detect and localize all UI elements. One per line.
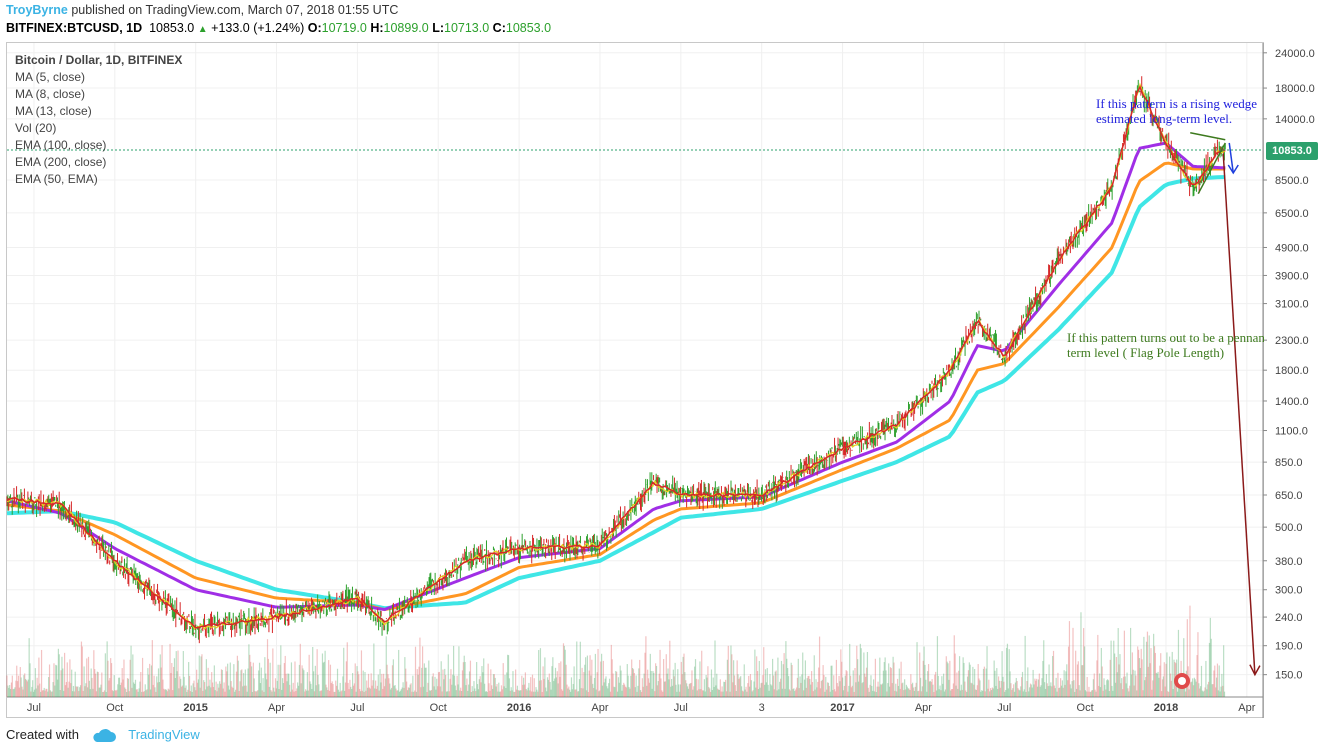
x-tick-label: Apr [268,702,285,714]
legend-item-ma8[interactable]: MA (8, close) [15,87,86,101]
cloud-icon [92,728,116,742]
y-tick-label: 500.0 [1275,522,1303,534]
change-value: +133.0 (+1.24%) [211,21,305,35]
y-tick-label: 650.0 [1275,490,1303,502]
x-tick-label: 2016 [507,702,531,714]
x-tick-label: Oct [430,702,447,714]
x-tick-label: 2017 [830,702,854,714]
pennant-target-arrow [1222,154,1256,675]
legend-title: Bitcoin / Dollar, 1D, BITFINEX [15,53,183,67]
published-text: published on TradingView.com, March 07, … [71,3,399,17]
legend-item-ma5[interactable]: MA (5, close) [15,70,86,84]
y-tick-label: 300.0 [1275,585,1303,597]
created-with-label: Created with [6,727,79,742]
x-tick-label: 3 [759,702,765,714]
y-tick-label: 4900.0 [1275,242,1309,254]
arrow-head-icon [1227,164,1239,175]
y-tick-label: 1400.0 [1275,396,1309,408]
x-tick-label: Oct [1077,702,1094,714]
indicator-legend: Bitcoin / Dollar, 1D, BITFINEX MA (5, cl… [15,52,182,188]
arrow-head-icon [1249,664,1261,677]
annotation-line: If this pattern is a rising wedge [1096,96,1258,111]
x-tick-label: Oct [106,702,123,714]
pennant-annotation[interactable]: If this pattern turns out to be a pennan… [1067,330,1264,360]
annotation-line: If this pattern turns out to be a pennan… [1067,330,1264,345]
y-tick-label: 6500.0 [1275,208,1309,220]
legend-item-ma13[interactable]: MA (13, close) [15,104,92,118]
y-tick-label: 380.0 [1275,556,1303,568]
ohlc-line: BITFINEX:BTCUSD, 1D 10853.0 ▲ +133.0 (+1… [6,21,551,35]
legend-item-ema200[interactable]: EMA (200, close) [15,155,107,169]
tradingview-link[interactable]: TradingView [128,727,200,742]
y-tick-label: 240.0 [1275,612,1303,624]
close-label: C: [492,21,506,35]
ema100-line [6,161,1226,612]
ma5-line [6,82,1226,630]
open-label: O: [307,21,322,35]
wedge-upper-line [1190,132,1226,141]
author-link[interactable]: TroyByrne [6,3,68,17]
open-value: 10719.0 [321,21,367,35]
x-tick-label: Apr [915,702,932,714]
y-tick-label: 14000.0 [1275,114,1315,126]
y-tick-label: 150.0 [1275,670,1303,682]
y-tick-label: 190.0 [1275,641,1303,653]
x-tick-label: Jul [27,702,41,714]
publish-line: TroyByrne published on TradingView.com, … [6,3,398,17]
x-tick-label: Jul [350,702,364,714]
ma8-line [6,85,1226,629]
high-label: H: [370,21,384,35]
earnings-flag-icon [1178,677,1186,685]
x-tick-label: Apr [591,702,608,714]
y-tick-label: 3100.0 [1275,299,1309,311]
y-tick-label: 850.0 [1275,457,1303,469]
y-tick-label: 8500.0 [1275,175,1309,187]
rising-wedge-annotation[interactable]: If this pattern is a rising wedge estima… [1096,96,1264,126]
last-price-tag: 10853.0 [1266,142,1318,160]
x-tick-label: Apr [1238,702,1255,714]
close-value: 10853.0 [505,21,552,35]
annotation-line: term level ( Flag Pole Length) [1067,345,1225,360]
x-tick-label: 2018 [1154,702,1178,714]
high-value: 10899.0 [383,21,429,35]
y-tick-label: 2300.0 [1275,335,1309,347]
up-triangle-icon: ▲ [197,24,208,35]
wedge-target-arrow [1228,142,1235,174]
y-tick-label: 1100.0 [1275,426,1308,438]
ema200-line [6,175,1226,611]
y-tick-label: 3900.0 [1275,270,1309,282]
wedge-lower-line [1197,142,1226,195]
legend-item-ema100[interactable]: EMA (100, close) [15,138,107,152]
last-price: 10853.0 [149,21,195,35]
x-tick-label: 2015 [183,702,207,714]
low-label: L: [432,21,444,35]
legend-item-ema50[interactable]: EMA (50, EMA) [15,172,98,186]
y-tick-label: 1800.0 [1275,365,1309,377]
x-tick-label: Jul [674,702,688,714]
y-tick-label: 24000.0 [1275,48,1315,60]
symbol-label: BITFINEX:BTCUSD, 1D [6,21,143,35]
legend-item-vol[interactable]: Vol (20) [15,121,57,135]
y-tick-label: 18000.0 [1275,83,1315,95]
footer: Created with TradingView [6,727,200,743]
low-value: 10713.0 [444,21,490,35]
x-tick-label: Jul [997,702,1011,714]
annotation-line: estimated long-term level. [1096,111,1233,126]
